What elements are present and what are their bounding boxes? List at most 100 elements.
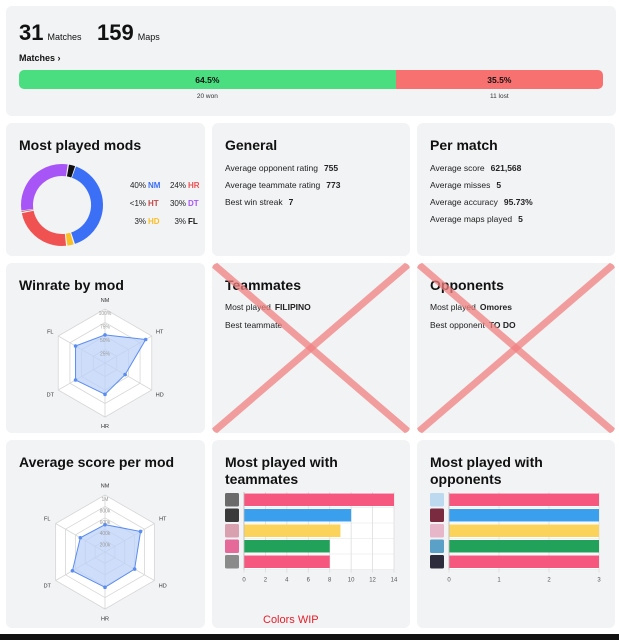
- wip-cross-mark: [417, 263, 615, 433]
- teammates-most-played-value[interactable]: FILIPINO: [274, 302, 311, 312]
- bar-3: [244, 524, 341, 537]
- radar-point-hr: [103, 392, 107, 397]
- radar-point-hr: [103, 585, 107, 590]
- avatar-icon: [225, 508, 239, 522]
- mods-legend-code: HT: [148, 199, 159, 208]
- radar-axis-label-hr: HR: [101, 424, 109, 430]
- radar-point-fl: [73, 344, 78, 348]
- stat-value: 95.73%: [503, 197, 533, 207]
- summary-card: 31 Matches 159 Maps Matches › 64.5% 35.5% …: [6, 6, 616, 116]
- avg-score-title: Average score per mod: [19, 454, 175, 470]
- winrate-radar-chart: 100% 75% 50% 25% NM HT HD HR DT FL: [47, 298, 164, 430]
- maps-label: Maps: [137, 32, 160, 42]
- avatar-icon: [225, 539, 239, 553]
- with-teammates-card: Most played with teammates 0 2 4 6 8 10 12 14: [212, 440, 410, 628]
- radar-tick-label: 400k: [100, 531, 111, 537]
- radar-axis-label-nm: NM: [101, 483, 110, 489]
- donut-slice-hr: [21, 164, 103, 246]
- general-row: Average opponent rating 755: [225, 163, 338, 173]
- radar-axis-label-ht: HT: [159, 517, 167, 523]
- lost-label: 11 lost: [489, 93, 509, 100]
- bar-x-tick-label: 0: [242, 578, 246, 584]
- radar-axis-label-nm: NM: [101, 298, 110, 304]
- colors-wip-note: Colors WIP: [263, 614, 319, 626]
- wip-cross-mark: [212, 263, 410, 433]
- loss-segment: 35.5%: [395, 70, 603, 89]
- teammates-best-label: Best teammate: [225, 320, 283, 330]
- bar-x-tick-label: 0: [447, 578, 451, 584]
- general-row: Average teammate rating 773: [225, 180, 340, 190]
- mods-legend-pct: <1%: [129, 199, 146, 208]
- mods-legend-pct: 40%: [129, 181, 146, 190]
- opponents-best: Best opponent TO DO: [430, 320, 516, 330]
- per-match-title: Per match: [430, 137, 498, 153]
- matches-count: 31: [19, 20, 44, 45]
- bar-3: [449, 524, 599, 537]
- donut-slice-dt: [21, 164, 103, 246]
- maps-stat: 159 Maps: [97, 20, 160, 46]
- mods-legend-code: HD: [148, 217, 160, 226]
- bar-5: [449, 555, 599, 568]
- avatar-icon: [225, 524, 239, 538]
- mods-legend-code: DT: [188, 199, 199, 208]
- avg-score-radar-chart: 1M 800k 600k 400k 200k NM HT HD HR DT FL: [44, 483, 167, 622]
- bar-x-tick-label: 10: [348, 578, 355, 584]
- avatar-icon: [430, 555, 444, 569]
- matches-link[interactable]: Matches ›: [19, 53, 61, 63]
- per-match-row: Average score 621,568: [430, 163, 521, 173]
- win-segment: 64.5%: [19, 70, 396, 89]
- general-title: General: [225, 137, 278, 153]
- radar-axis-label-dt: DT: [47, 393, 55, 399]
- bar-x-tick-label: 8: [328, 578, 332, 584]
- donut-slice-nm: [21, 164, 103, 246]
- winrate-title: Winrate by mod: [19, 277, 124, 293]
- teammates-most-played: Most played FILIPINO: [225, 302, 311, 312]
- bar-x-tick-label: 6: [307, 578, 311, 584]
- stat-value: 755: [323, 163, 339, 173]
- stat-value: 7: [288, 197, 294, 207]
- opponents-most-played-value[interactable]: Omores: [479, 302, 512, 312]
- with-opponents-card: Most played with opponents 0 1 2 3: [417, 440, 615, 628]
- avatar-icon: [225, 555, 239, 569]
- general-card: General Average opponent rating 755 Averag…: [212, 123, 410, 256]
- winrate-bar: 64.5% 35.5%: [19, 70, 603, 89]
- loss-pct-label: 35.5%: [487, 74, 512, 85]
- maps-count: 159: [97, 20, 134, 45]
- bar-x-tick-label: 3: [597, 578, 601, 584]
- mods-legend-pct: 3%: [174, 217, 186, 226]
- stat-label: Best win streak: [225, 197, 283, 207]
- opponents-best-label: Best opponent: [430, 320, 485, 330]
- mods-legend-pct: 3%: [134, 217, 146, 226]
- opponents-best-value: TO DO: [488, 320, 516, 330]
- stat-value: 5: [518, 214, 523, 224]
- per-match-card: Per match Average score 621,568 Average mi…: [417, 123, 615, 256]
- avatar-icon: [430, 539, 444, 553]
- radar-point-hd: [123, 372, 127, 377]
- bar-5: [244, 555, 330, 568]
- win-pct-label: 64.5%: [195, 74, 220, 85]
- per-match-row: Average accuracy 95.73%: [430, 197, 533, 207]
- stat-label: Average opponent rating: [225, 163, 318, 173]
- mods-legend-code: NM: [148, 181, 161, 190]
- teammates-card: Teammates Most played FILIPINO Best teamm…: [212, 263, 410, 433]
- radar-point-nm: [103, 522, 107, 527]
- avatar-icon: [430, 524, 444, 538]
- radar-point-ht: [138, 529, 143, 534]
- bar-1: [449, 493, 599, 506]
- bar-x-tick-label: 4: [285, 578, 289, 584]
- radar-tick-label: 200k: [100, 543, 111, 549]
- mods-donut-chart: [21, 164, 103, 246]
- mods-title: Most played mods: [19, 137, 142, 153]
- bar-2: [244, 509, 352, 522]
- radar-tick-label: 600k: [100, 520, 111, 526]
- stat-label: Average accuracy: [430, 197, 498, 207]
- radar-point-ht: [143, 337, 148, 342]
- radar-point-hd: [132, 567, 137, 571]
- mods-legend-code: FL: [188, 217, 198, 226]
- opponents-most-played: Most played Omores: [430, 302, 512, 312]
- stat-value: 5: [496, 180, 502, 190]
- bar-x-tick-label: 12: [369, 578, 376, 584]
- opponents-card: Opponents Most played Omores Best opponen…: [417, 263, 615, 433]
- radar-axis-label-dt: DT: [44, 583, 52, 589]
- winrate-card: Winrate by mod 100% 75% 50% 25% NM HT HD HR DT FL: [6, 263, 205, 433]
